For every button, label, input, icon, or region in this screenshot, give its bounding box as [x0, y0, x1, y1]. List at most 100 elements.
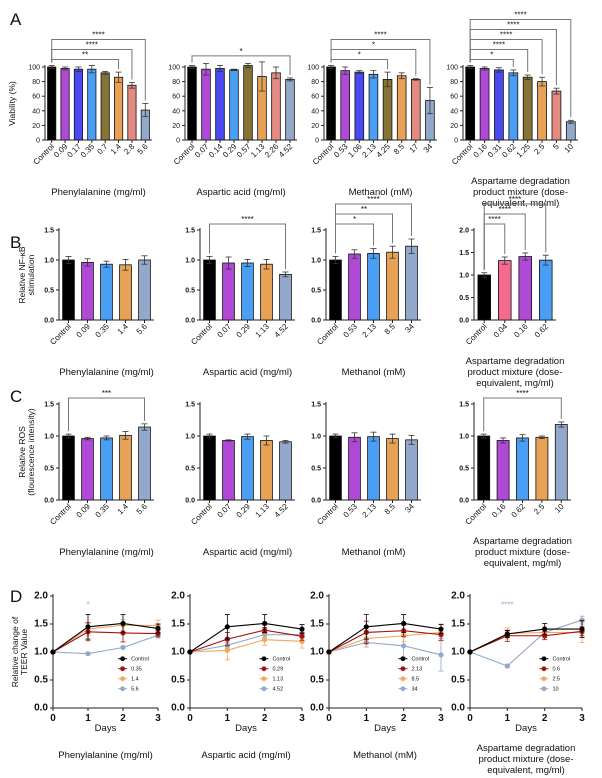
bar-4.52 — [279, 273, 292, 321]
y-tick-label: 60 — [32, 94, 40, 101]
bar-10 — [565, 121, 576, 141]
bar-1.4 — [119, 264, 132, 321]
x-axis-label: Aspartic acid (mg/ml) — [196, 187, 285, 198]
y-tick-label: 0.5 — [44, 466, 54, 473]
significance-annotation: * — [86, 600, 89, 609]
data-point — [224, 647, 230, 653]
bar-5.6 — [138, 259, 151, 321]
y-tick-label: 0.5 — [459, 295, 469, 302]
x-axis-label: Aspartic acid (mg/ml) — [203, 547, 292, 558]
panel-label-b: B — [10, 233, 21, 252]
data-point — [299, 633, 305, 639]
x-axis-label: Days — [235, 723, 257, 734]
bar-5.6 — [138, 426, 151, 501]
x-tick-label: 0.62 — [500, 142, 518, 160]
legend-swatch-marker — [120, 686, 125, 692]
y-axis-label-line: Relative change of — [10, 616, 20, 687]
significance-bracket — [51, 39, 146, 101]
bar-0.16 — [518, 256, 533, 321]
y-tick-label: 0.5 — [44, 288, 54, 295]
data-point — [262, 620, 268, 627]
y-tick-label: 0.0 — [451, 703, 465, 714]
significance-bracket — [330, 59, 389, 70]
bar-0.35 — [87, 68, 97, 141]
data-point — [120, 644, 126, 651]
x-tick-label: Control — [315, 502, 340, 527]
x-tick-label: 0.35 — [94, 322, 112, 340]
significance-label: **** — [367, 195, 379, 204]
y-tick-label: 0.5 — [311, 288, 321, 295]
legend-label: 10 — [552, 687, 558, 693]
significance-label: **** — [493, 41, 505, 50]
y-axis-label: Viability (%) — [7, 81, 17, 126]
bar-2.5 — [535, 436, 549, 501]
data-point — [467, 649, 473, 655]
significance-label: **** — [92, 31, 104, 40]
x-tick-label: 2 — [401, 713, 407, 724]
significance-label: **** — [241, 215, 253, 224]
bar-control — [329, 435, 342, 501]
x-tick-label: 0.53 — [342, 502, 360, 520]
series-line-0.35 — [52, 631, 159, 653]
x-axis-label-line: product mixture (dose- — [467, 367, 562, 378]
significance-label: ** — [361, 205, 367, 214]
y-tick-label: 60 — [450, 94, 458, 101]
y-tick-label: 1.0 — [311, 258, 321, 265]
significance-label: **** — [507, 21, 519, 30]
bar-0.35 — [100, 263, 113, 321]
data-point — [326, 649, 332, 655]
legend-label: 5.6 — [131, 687, 139, 693]
bar-control — [203, 259, 216, 321]
y-tick-label: 0.0 — [311, 318, 321, 325]
x-tick-label: 3 — [579, 713, 585, 724]
significance-label: **** — [86, 41, 98, 50]
y-tick-label: 1.5 — [185, 402, 195, 409]
significance-label: * — [239, 47, 242, 56]
bar-2.8 — [127, 84, 137, 141]
bar-control — [477, 274, 492, 321]
legend-swatch-marker — [400, 656, 406, 662]
y-tick-label: 80 — [311, 79, 319, 86]
significance-label: **** — [514, 11, 526, 20]
data-point — [401, 620, 407, 627]
x-tick-label: 2.13 — [361, 502, 379, 520]
bar-control — [326, 66, 336, 141]
bar-1.13 — [260, 263, 273, 321]
y-tick-label: 20 — [311, 123, 319, 130]
chart-panel-c-3: 0.0 0.5 1.0 1.5 Control 0.53 2.13 8.5 34 Methanol… — [311, 402, 421, 558]
y-tick-label: 0.5 — [311, 466, 321, 473]
bar-0.62 — [516, 437, 529, 501]
legend-swatch-marker — [261, 686, 267, 692]
series-line-1.13 — [189, 639, 303, 653]
y-tick-label: 1.0 — [171, 647, 185, 658]
data-point — [120, 630, 126, 636]
chart-subtitle-line: product mixture (dose- — [478, 754, 573, 765]
legend-label: 4.52 — [272, 687, 283, 693]
bar-0.09 — [60, 68, 70, 141]
legend-label: 8.5 — [411, 677, 419, 683]
legend-swatch-marker — [541, 656, 547, 662]
y-tick-label: 1.0 — [44, 434, 54, 441]
y-tick-label: 2.0 — [451, 591, 465, 602]
y-tick-label: 100 — [28, 65, 40, 72]
y-axis-label-line: Relative NF-κB — [17, 246, 27, 303]
legend-label: Control — [272, 657, 290, 663]
legend-label: 1.4 — [131, 677, 139, 683]
x-axis-label-line: Aspartame degradation — [466, 356, 565, 367]
x-axis-label: Methanol (mM) — [342, 367, 406, 378]
x-tick-label: 1.13 — [254, 322, 272, 340]
chart-panel-c-4: 0.0 0.5 1.0 1.5 Control 0.16 0.62 2.5 10 **** Aspa… — [459, 389, 572, 569]
y-tick-label: 80 — [450, 79, 458, 86]
legend-label: 0.29 — [272, 667, 283, 673]
x-axis-label-line: equivalent, mg/ml) — [484, 558, 562, 569]
x-tick-label: 4.52 — [273, 322, 291, 340]
x-tick-label: 0.07 — [216, 322, 234, 340]
y-tick-label: 1.5 — [44, 402, 54, 409]
x-axis-label-line: product mixture (dose- — [473, 187, 568, 198]
x-tick-label: 5 — [551, 142, 561, 152]
x-tick-label: 8.5 — [383, 502, 398, 517]
y-tick-label: 1.0 — [310, 647, 324, 658]
series-line-2.13 — [328, 630, 442, 653]
x-tick-label: 0.09 — [75, 322, 93, 340]
